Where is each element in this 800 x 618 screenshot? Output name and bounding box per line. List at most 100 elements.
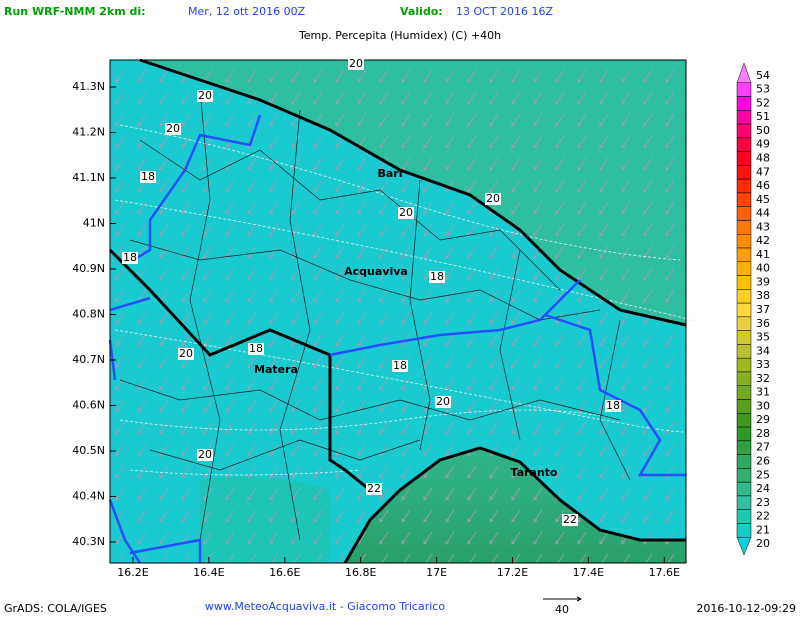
colorbar-swatch	[736, 96, 752, 111]
lon-label: 17.6E	[649, 566, 680, 579]
lat-label: 41.3N	[72, 80, 105, 93]
colorbar-swatch	[736, 344, 752, 359]
colorbar-label: 34	[756, 344, 770, 357]
contour-label: 20	[399, 206, 413, 219]
coastline	[108, 58, 687, 564]
city-label: Acquaviva	[344, 265, 408, 278]
lon-label: 16.8E	[345, 566, 376, 579]
colorbar-swatch	[736, 468, 752, 483]
colorbar-label: 46	[756, 179, 770, 192]
contour-label-bg	[178, 348, 194, 360]
contour-label: 22	[367, 482, 381, 495]
colorbar-swatch	[736, 413, 752, 428]
colorbar-label: 53	[756, 83, 770, 96]
map-frame	[109, 59, 687, 564]
contour-label: 18	[123, 251, 137, 264]
contour-label-bg	[562, 514, 578, 526]
colorbar: 5453525150494847464544434241403938373635…	[736, 62, 770, 556]
colorbar-label: 45	[756, 193, 770, 206]
contour-label: 20	[198, 448, 212, 461]
contour-label: 20	[198, 89, 212, 102]
run-label: Run WRF-NMM 2km di:	[4, 5, 146, 18]
contour-label-bg	[248, 343, 264, 355]
colorbar-swatch	[736, 275, 752, 290]
colorbar-swatch	[736, 330, 752, 345]
colorbar-swatch	[736, 151, 752, 166]
colorbar-swatch	[736, 495, 752, 510]
colorbar-swatch	[736, 481, 752, 497]
colorbar-label: 41	[756, 248, 770, 261]
colorbar-label: 47	[756, 165, 770, 178]
city-label: Matera	[254, 363, 298, 376]
colorbar-label: 25	[756, 468, 770, 481]
contour-label: 18	[430, 270, 444, 283]
colorbar-label: 30	[756, 399, 770, 412]
colorbar-swatch	[736, 385, 752, 400]
lat-label: 41N	[83, 217, 105, 230]
colorbar-label: 32	[756, 372, 770, 385]
colorbar-label: 26	[756, 454, 770, 467]
colorbar-swatch	[736, 302, 752, 318]
colorbar-label: 39	[756, 275, 770, 288]
contour-label-bg	[197, 90, 213, 102]
colorbar-swatch	[736, 261, 752, 276]
colorbar-swatch	[736, 371, 752, 386]
lon-label: 16.6E	[269, 566, 300, 579]
colorbar-swatch	[736, 62, 752, 84]
title: Temp. Percepita (Humidex) (C) +40h	[298, 29, 501, 42]
colorbar-swatch	[736, 123, 752, 139]
colorbar-swatch	[736, 206, 752, 221]
lon-label: 17.4E	[573, 566, 604, 579]
contour-label-bg	[366, 483, 382, 495]
contour-label-bg	[429, 271, 445, 283]
colorbar-label: 23	[756, 496, 770, 509]
colorbar-label: 24	[756, 482, 770, 495]
colorbar-label: 40	[756, 262, 770, 275]
colorbar-label: 54	[756, 69, 770, 82]
contour-label: 18	[606, 399, 620, 412]
colorbar-swatch	[736, 426, 752, 442]
provincial-borders	[108, 114, 686, 564]
vector-scale: 40	[555, 603, 569, 616]
contour-label: 20	[436, 395, 450, 408]
colorbar-label: 43	[756, 220, 770, 233]
colorbar-label: 49	[756, 138, 770, 151]
colorbar-label: 21	[756, 523, 770, 536]
colorbar-label: 27	[756, 441, 770, 454]
colorbar-label: 50	[756, 124, 770, 137]
colorbar-label: 48	[756, 152, 770, 165]
wind-vectors	[110, 60, 686, 563]
colorbar-swatch	[736, 220, 752, 235]
lat-label: 41.1N	[72, 171, 105, 184]
lat-label: 40.3N	[72, 535, 105, 548]
contour-label: 20	[166, 122, 180, 135]
colorbar-swatch	[736, 247, 752, 263]
colorbar-swatch	[736, 137, 752, 152]
run-date: Mer, 12 ott 2016 00Z	[188, 5, 306, 18]
contour-label-bg	[140, 171, 156, 183]
contour-label-bg	[435, 396, 451, 408]
vector-scale-head	[576, 596, 583, 602]
contour-label: 22	[563, 513, 577, 526]
colorbar-swatch	[736, 523, 752, 538]
contour-label-bg	[122, 252, 138, 264]
site-credit: www.MeteoAcquaviva.it - Giacomo Tricaric…	[205, 600, 445, 613]
colorbar-label: 35	[756, 331, 770, 344]
colorbar-label: 22	[756, 510, 770, 523]
valid-date: 13 OCT 2016 16Z	[456, 5, 554, 18]
contour-label: 20	[179, 347, 193, 360]
lat-label: 40.8N	[72, 308, 105, 321]
valid-label: Valido:	[400, 5, 443, 18]
colorbar-swatch	[736, 399, 752, 414]
contour-label: 20	[349, 57, 363, 70]
lat-label: 41.2N	[72, 126, 105, 139]
colorbar-label: 28	[756, 427, 770, 440]
colorbar-label: 36	[756, 317, 770, 330]
colorbar-swatch	[736, 82, 752, 97]
map	[108, 58, 698, 564]
colorbar-swatch	[736, 234, 752, 249]
contour-label-bg	[165, 123, 181, 135]
colorbar-swatch	[736, 316, 752, 331]
colorbar-label: 52	[756, 96, 770, 109]
